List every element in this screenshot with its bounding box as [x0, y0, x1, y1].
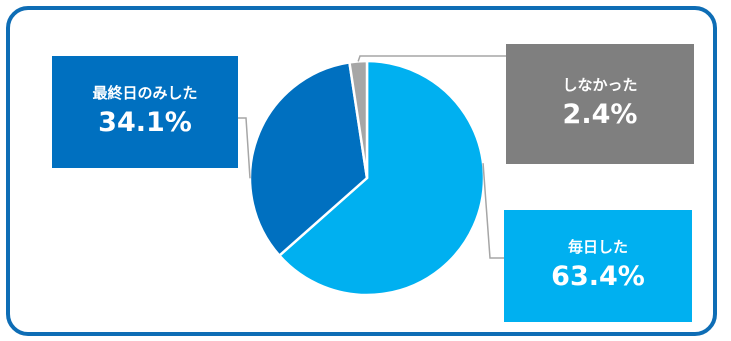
- slice-last-day-only: [248, 61, 369, 257]
- leader-line-did-not: [357, 55, 506, 62]
- callout-last-day-only: 最終日のみした 34.1%: [52, 56, 238, 168]
- slice-value-last-day-only: 34.1%: [98, 107, 192, 139]
- slice-daily: [278, 59, 486, 297]
- callout-did-not: しなかった 2.4%: [506, 44, 694, 164]
- slice-label-last-day-only: 最終日のみした: [92, 84, 198, 103]
- slice-value-daily: 63.4%: [551, 261, 645, 293]
- slice-label-daily: 毎日した: [567, 238, 628, 257]
- leader-line-last-day-only: [238, 117, 251, 179]
- slice-value-did-not: 2.4%: [562, 99, 638, 131]
- callout-daily: 毎日した 63.4%: [504, 210, 692, 322]
- leader-line-daily: [482, 163, 504, 259]
- slice-label-did-not: しなかった: [562, 76, 638, 95]
